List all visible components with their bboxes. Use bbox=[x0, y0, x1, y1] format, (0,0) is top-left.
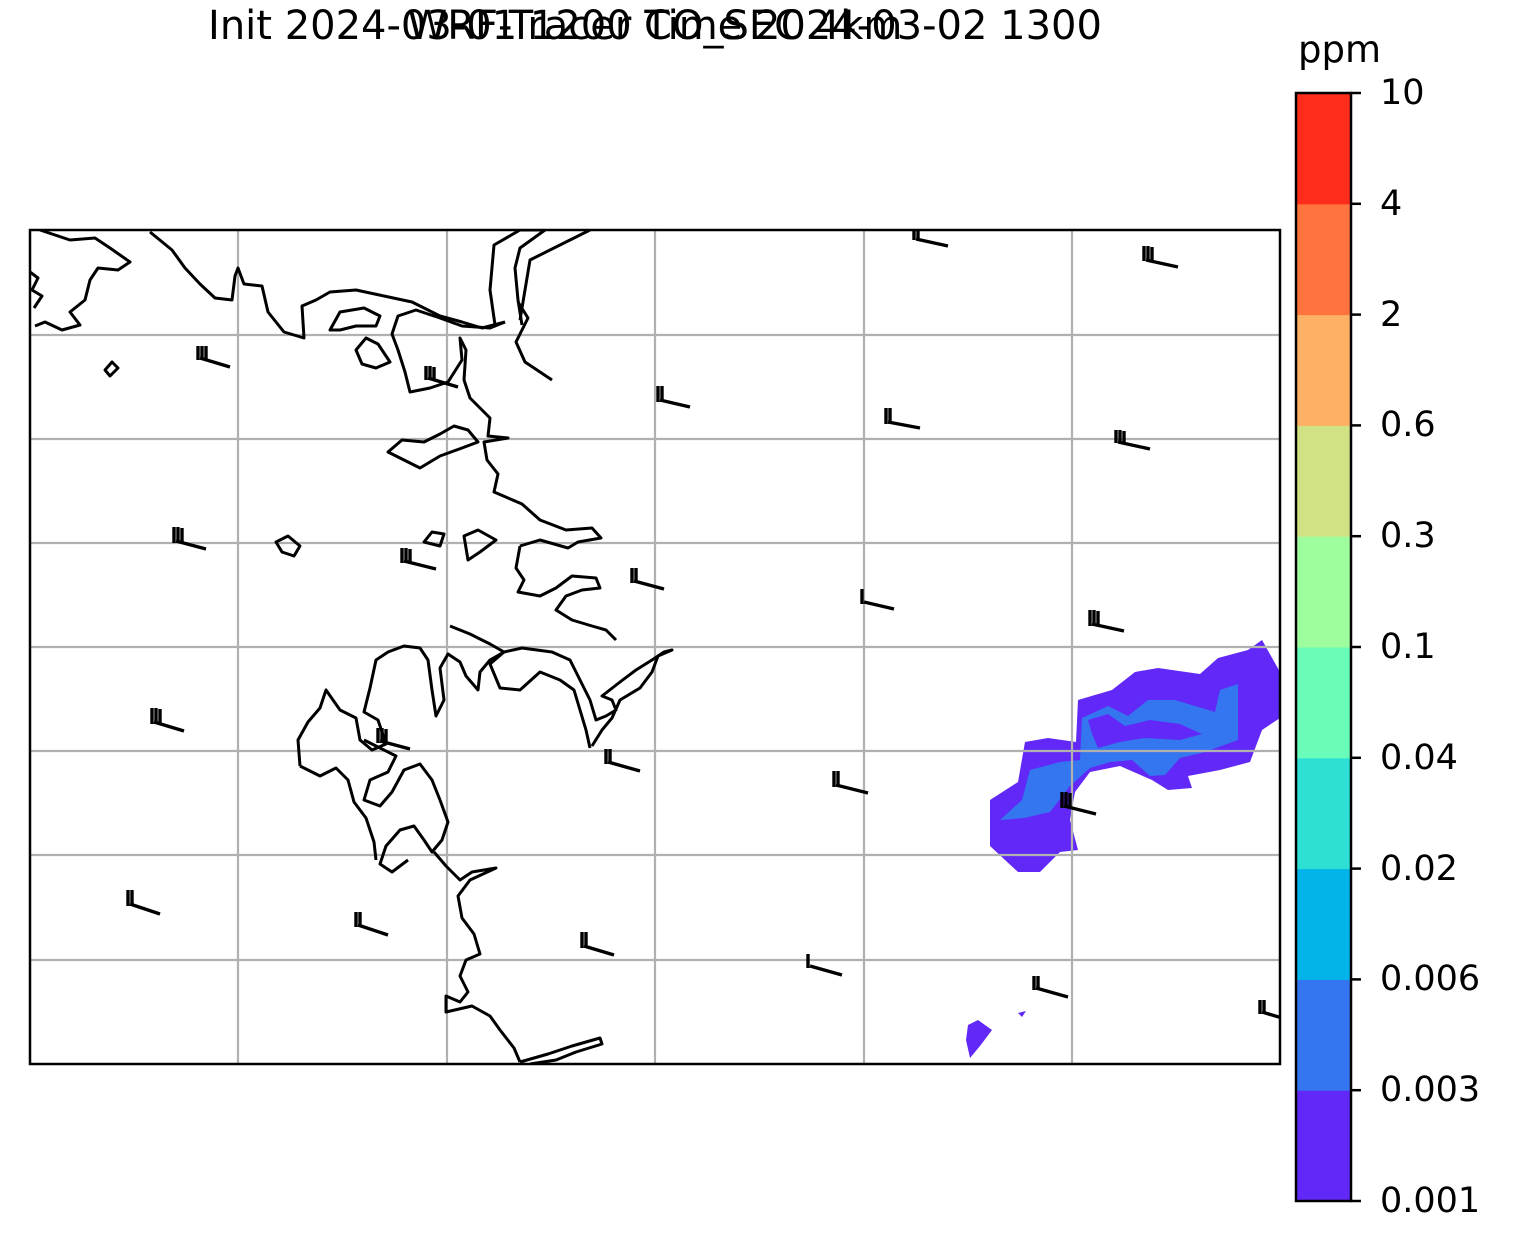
chart-title-line1: WRF-Tracer CO_SEC 4km bbox=[407, 3, 903, 49]
colorbar-tick-label: 0.02 bbox=[1380, 848, 1458, 889]
coastline-river-south bbox=[432, 851, 522, 1063]
wind-barb bbox=[580, 932, 615, 957]
colorbar-band bbox=[1296, 757, 1351, 870]
colorbar-tick-label: 0.04 bbox=[1380, 737, 1458, 778]
wind-barb bbox=[1032, 976, 1069, 999]
colorbar-unit-label: ppm bbox=[1298, 28, 1382, 71]
wind-barb bbox=[376, 728, 411, 751]
colorbar-tick-label: 0.001 bbox=[1380, 1181, 1481, 1221]
colorbar-band bbox=[1296, 425, 1351, 537]
colorbar-tick-label: 0.003 bbox=[1380, 1070, 1481, 1111]
tracer-plume-dot bbox=[1018, 1011, 1026, 1017]
wind-barb bbox=[806, 954, 843, 977]
colorbar-band bbox=[1296, 93, 1351, 205]
wind-barbs bbox=[126, 230, 1280, 1020]
coastline-island-small-2 bbox=[354, 336, 392, 370]
coastline-peninsula-mid bbox=[514, 545, 618, 642]
colorbar-band bbox=[1296, 314, 1351, 426]
colorbar-tick-label: 0.3 bbox=[1380, 516, 1436, 557]
colorbar-band bbox=[1296, 203, 1351, 316]
coastline-west-notch bbox=[30, 270, 44, 309]
map-gridlines bbox=[30, 230, 1280, 1064]
wind-barb bbox=[354, 912, 389, 937]
colorbar bbox=[1296, 93, 1351, 1202]
wind-barb bbox=[150, 708, 185, 733]
colorbar-band bbox=[1296, 536, 1351, 648]
coastline-river-mouth bbox=[514, 301, 553, 382]
coastline-island-mid-3 bbox=[462, 528, 498, 562]
coastline-island-west bbox=[103, 360, 120, 378]
wind-barb bbox=[832, 771, 869, 795]
coastline-bay-upper bbox=[390, 308, 603, 550]
coastline-southern-islands bbox=[362, 738, 450, 874]
wind-barb bbox=[400, 548, 437, 571]
wind-barb bbox=[860, 589, 895, 611]
colorbar-tick-label: 0.6 bbox=[1380, 405, 1436, 446]
coastline-island-mid-2 bbox=[422, 530, 446, 548]
coastline-river-east bbox=[518, 230, 591, 321]
wind-barb bbox=[126, 890, 161, 916]
coastline-channel bbox=[488, 650, 592, 749]
wind-barb bbox=[884, 408, 921, 430]
colorbar-band bbox=[1296, 647, 1351, 759]
colorbar-band bbox=[1296, 979, 1351, 1091]
colorbar-band bbox=[1296, 1090, 1351, 1202]
wind-barb bbox=[196, 346, 231, 369]
chart-title-line2: Init 2024-03-01 1200 Time 2024-03-02 130… bbox=[208, 3, 1102, 49]
wind-barb bbox=[630, 568, 665, 591]
wind-barb bbox=[1142, 246, 1179, 269]
coastline-northwest bbox=[34, 230, 132, 332]
colorbar-tick-label: 4 bbox=[1380, 183, 1403, 224]
wind-barb bbox=[1088, 610, 1125, 633]
coastline-bay-middle bbox=[386, 424, 480, 470]
wind-barb bbox=[1114, 430, 1151, 451]
wind-barb bbox=[1060, 792, 1097, 816]
coastline-river-west bbox=[488, 230, 547, 326]
coastlines bbox=[30, 230, 674, 1064]
map-frame bbox=[28, 228, 1282, 1066]
wind-barb bbox=[604, 749, 641, 773]
colorbar-band bbox=[1296, 868, 1351, 980]
coastline-island-small-1 bbox=[328, 306, 382, 332]
wind-barb bbox=[912, 230, 949, 248]
wind-barb bbox=[172, 527, 207, 551]
wind-barb bbox=[1258, 1000, 1280, 1020]
colorbar-tick-label: 0.1 bbox=[1380, 627, 1436, 667]
coastline-north-shore bbox=[149, 230, 506, 340]
colorbar-tick-label: 2 bbox=[1380, 294, 1403, 335]
coastline-central-west bbox=[296, 624, 506, 767]
colorbar-tick-label: 10 bbox=[1380, 73, 1425, 113]
wind-barb bbox=[656, 386, 691, 409]
tracer-plume-core bbox=[1088, 714, 1202, 748]
coastline-island-mid-1 bbox=[274, 534, 302, 558]
coastline-south-spit bbox=[519, 1036, 604, 1064]
colorbar-ticks bbox=[1351, 91, 1361, 1203]
wind-barb bbox=[424, 366, 459, 389]
colorbar-tick-label: 0.006 bbox=[1380, 959, 1481, 1000]
coastline-central-east bbox=[503, 646, 674, 747]
tracer-plume-small bbox=[966, 1020, 992, 1058]
coastline-inner-loop bbox=[299, 764, 378, 861]
